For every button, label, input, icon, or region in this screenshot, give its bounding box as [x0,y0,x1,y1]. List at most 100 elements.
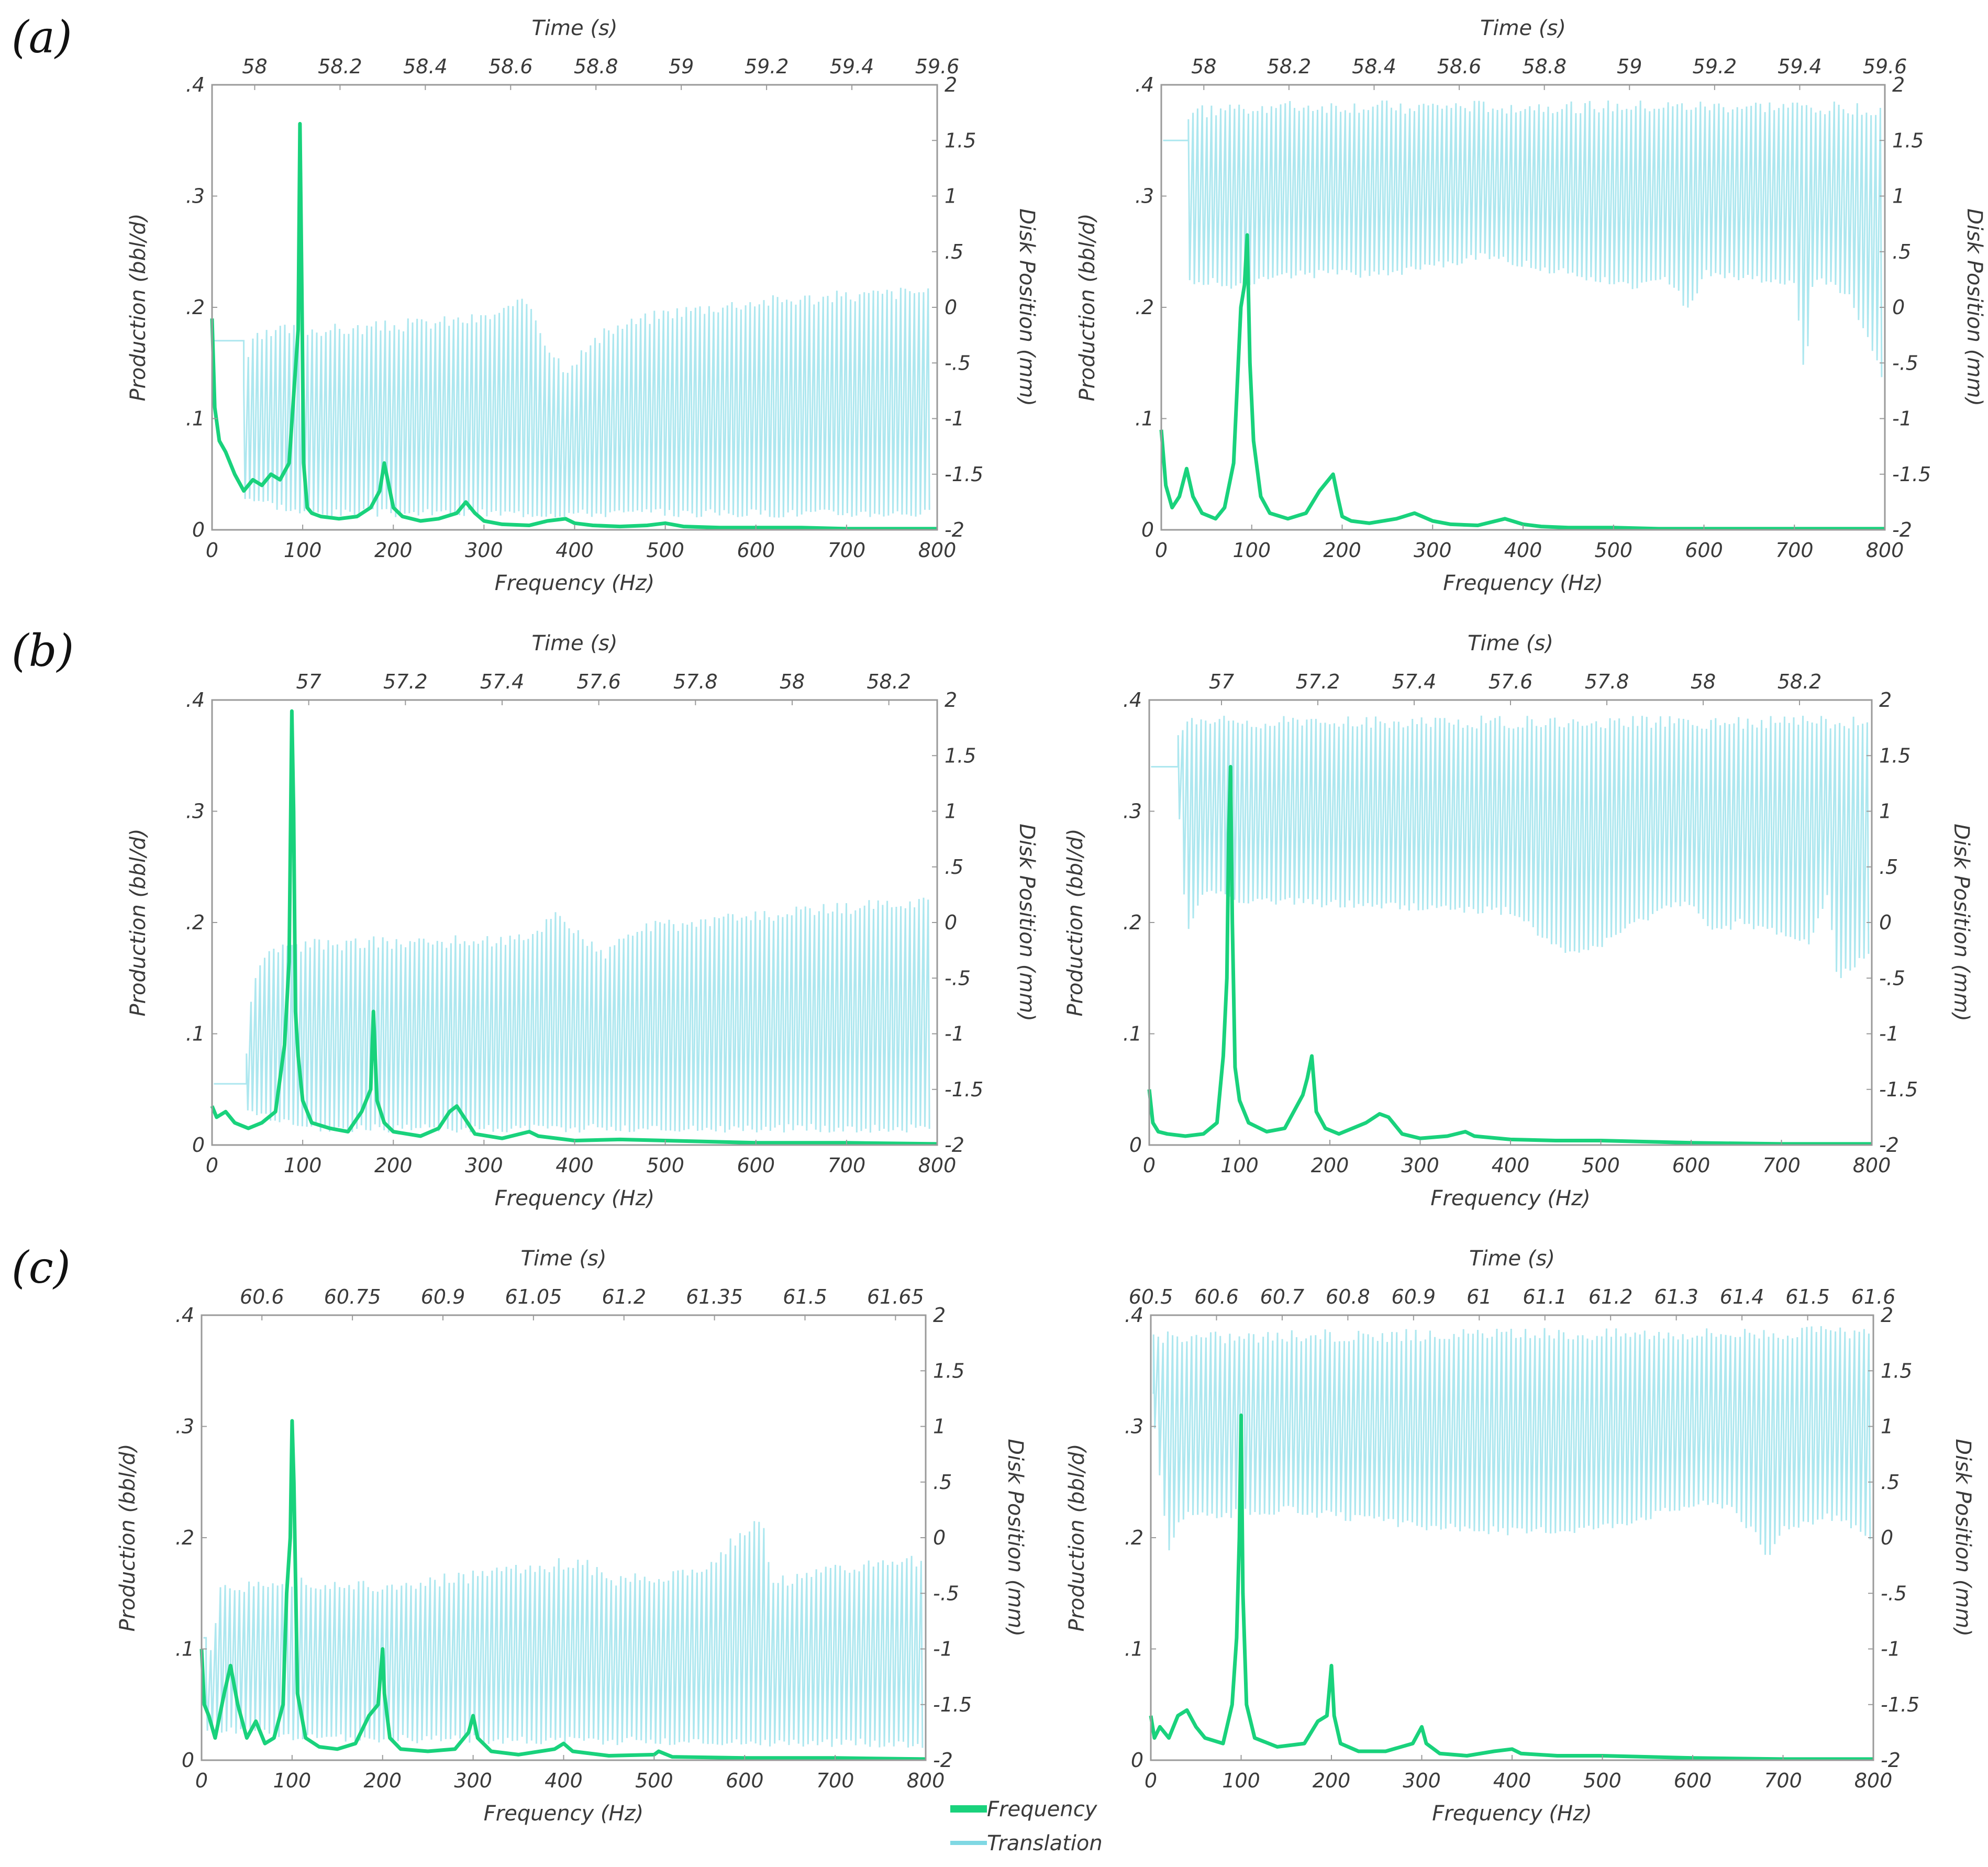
y-tick-label: .3 [1125,1415,1143,1438]
x-tick-label: 600 [1672,1154,1711,1177]
x-tick-label: 300 [1414,539,1452,562]
x-axis-title: Frequency (Hz) [484,1802,643,1826]
translation-series [1152,1326,1871,1555]
x2-tick-label: 61.4 [1720,1285,1764,1308]
x-tick-label: 600 [726,1769,764,1792]
x-tick-label: 400 [1492,1154,1530,1177]
y-tick-label: 0 [1129,1133,1142,1157]
x-tick-label: 800 [918,1154,957,1177]
y2-tick-label: .5 [1879,855,1898,879]
chart-panel-4: 0 100 200 300 400 500 600 700 8000.1.2.3.4-2-1.5… [1063,631,1973,1210]
x2-tick-label: 58.4 [1352,55,1396,78]
y2-tick-label: .5 [933,1471,952,1494]
x-axis-title: Frequency (Hz) [1443,571,1603,595]
y2-axis-title: Disk Position (mm) [1015,824,1039,1021]
x-tick-label: 500 [1594,539,1632,562]
chart-panel-2: 0 100 200 300 400 500 600 700 8000.1.2.3.4-2-1.5… [1075,16,1986,595]
x-tick-label: 0 [1145,1769,1157,1792]
panel-label-a: (a) [12,12,72,63]
y-tick-label: .4 [175,1304,194,1327]
y-tick-label: .4 [186,688,205,712]
x2-tick-label: 60.6 [1194,1285,1239,1308]
y2-tick-label: 2 [1892,73,1905,96]
y2-tick-label: -1 [945,407,964,430]
x-tick-label: 100 [273,1769,312,1792]
x2-tick-label: 61.05 [505,1285,562,1308]
x-tick-label: 200 [1313,1769,1351,1792]
x-tick-label: 0 [206,539,218,562]
x-tick-label: 700 [828,1154,866,1177]
x2-axis-title: Time (s) [521,1247,607,1271]
x-tick-label: 800 [1866,539,1904,562]
y2-tick-label: -1.5 [1892,463,1931,486]
y-tick-label: 0 [192,518,205,541]
frequency-series [1147,765,1872,1146]
y2-tick-label: -.5 [1892,351,1918,374]
y2-tick-label: 2 [945,73,957,96]
y2-tick-label: -2 [933,1749,953,1772]
y2-tick-label: 1.5 [945,744,976,767]
x2-tick-label: 60.9 [421,1285,465,1308]
x-tick-label: 300 [465,539,503,562]
y-tick-label: .1 [1123,1023,1142,1046]
x-tick-label: 300 [465,1154,503,1177]
y2-tick-label: 1.5 [945,129,976,152]
y-tick-label: .4 [1123,688,1142,712]
y2-tick-label: 1.5 [1881,1359,1912,1382]
y2-tick-label: .5 [1892,240,1911,263]
x2-tick-label: 57.6 [576,670,621,693]
x-tick-label: 600 [737,539,775,562]
y-tick-label: .2 [1125,1526,1143,1549]
x2-tick-label: 57.6 [1489,670,1533,693]
chart-panel-1: 0 100 200 300 400 500 600 700 8000.1.2.3.4-2-1.5… [126,16,1039,595]
y2-tick-label: -1 [1879,1023,1899,1046]
y2-tick-label: 2 [1881,1304,1893,1327]
y2-tick-label: 1 [1879,800,1892,823]
y2-tick-label: -2 [945,1133,964,1157]
y2-tick-label: 0 [1879,911,1892,934]
x2-tick-label: 59.4 [830,55,874,78]
x2-tick-label: 58.4 [403,55,448,78]
y2-tick-label: -.5 [945,966,971,990]
x2-tick-label: 60.7 [1260,1285,1305,1308]
x2-tick-label: 59.4 [1778,55,1822,78]
y-tick-label: .2 [1123,911,1142,934]
x-tick-label: 400 [1504,539,1542,562]
x-tick-label: 100 [284,539,322,562]
x-tick-label: 0 [195,1769,208,1792]
x-axis-title: Frequency (Hz) [495,1186,654,1210]
x2-tick-label: 60.75 [324,1285,381,1308]
x2-tick-label: 61.6 [1851,1285,1896,1308]
y-tick-label: .2 [175,1526,194,1549]
y2-tick-label: 2 [933,1304,946,1327]
y-axis-title: Production (bbl/d) [1065,1443,1089,1631]
x-tick-label: 0 [206,1154,218,1177]
y2-tick-label: 2 [1879,688,1892,712]
x-tick-label: 100 [1222,1769,1260,1792]
x2-tick-label: 58.6 [488,55,533,78]
x2-tick-label: 60.8 [1326,1285,1370,1308]
x-tick-label: 700 [1764,1769,1802,1792]
x-tick-label: 0 [1155,539,1168,562]
y-tick-label: .1 [1135,407,1154,430]
y2-tick-label: .5 [945,240,963,263]
x2-axis-title: Time (s) [1469,1247,1555,1271]
y-axis-title: Production (bbl/d) [116,1443,140,1631]
translation-series [214,287,930,518]
x2-tick-label: 57 [1209,670,1234,693]
panel-label-b: (b) [12,625,74,676]
x2-tick-label: 60.9 [1392,1285,1436,1308]
y2-tick-label: .5 [945,855,963,879]
x2-tick-label: 61.35 [686,1285,743,1308]
x2-tick-label: 57.2 [383,670,428,693]
x2-tick-label: 57.8 [1585,670,1629,693]
x-tick-label: 100 [1232,539,1271,562]
x2-tick-label: 57.4 [480,670,525,693]
x-axis-title: Frequency (Hz) [1430,1186,1590,1210]
x2-tick-label: 58.8 [1522,55,1567,78]
x-tick-label: 700 [816,1769,854,1792]
x2-axis-title: Time (s) [1468,631,1553,655]
y-tick-label: .2 [1135,296,1154,319]
y2-tick-label: -1.5 [945,463,983,486]
